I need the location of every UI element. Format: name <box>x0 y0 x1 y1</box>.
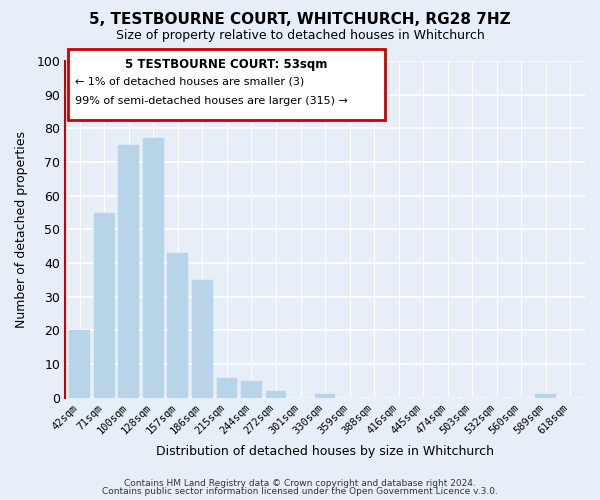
Text: 99% of semi-detached houses are larger (315) →: 99% of semi-detached houses are larger (… <box>76 96 349 106</box>
Bar <box>192 280 213 398</box>
Bar <box>535 394 556 398</box>
Bar <box>217 378 238 398</box>
Bar <box>167 253 188 398</box>
Bar <box>70 330 90 398</box>
Bar <box>314 394 335 398</box>
X-axis label: Distribution of detached houses by size in Whitchurch: Distribution of detached houses by size … <box>156 444 494 458</box>
Bar <box>241 381 262 398</box>
Bar <box>94 212 115 398</box>
Text: ← 1% of detached houses are smaller (3): ← 1% of detached houses are smaller (3) <box>76 76 305 86</box>
Text: Contains HM Land Registry data © Crown copyright and database right 2024.: Contains HM Land Registry data © Crown c… <box>124 478 476 488</box>
Text: 5 TESTBOURNE COURT: 53sqm: 5 TESTBOURNE COURT: 53sqm <box>125 58 328 70</box>
FancyBboxPatch shape <box>68 49 385 120</box>
Text: 5, TESTBOURNE COURT, WHITCHURCH, RG28 7HZ: 5, TESTBOURNE COURT, WHITCHURCH, RG28 7H… <box>89 12 511 28</box>
Bar <box>118 145 139 398</box>
Bar <box>143 138 164 398</box>
Text: Size of property relative to detached houses in Whitchurch: Size of property relative to detached ho… <box>116 29 484 42</box>
Text: Contains public sector information licensed under the Open Government Licence v.: Contains public sector information licen… <box>102 487 498 496</box>
Bar <box>266 391 286 398</box>
Y-axis label: Number of detached properties: Number of detached properties <box>15 131 28 328</box>
